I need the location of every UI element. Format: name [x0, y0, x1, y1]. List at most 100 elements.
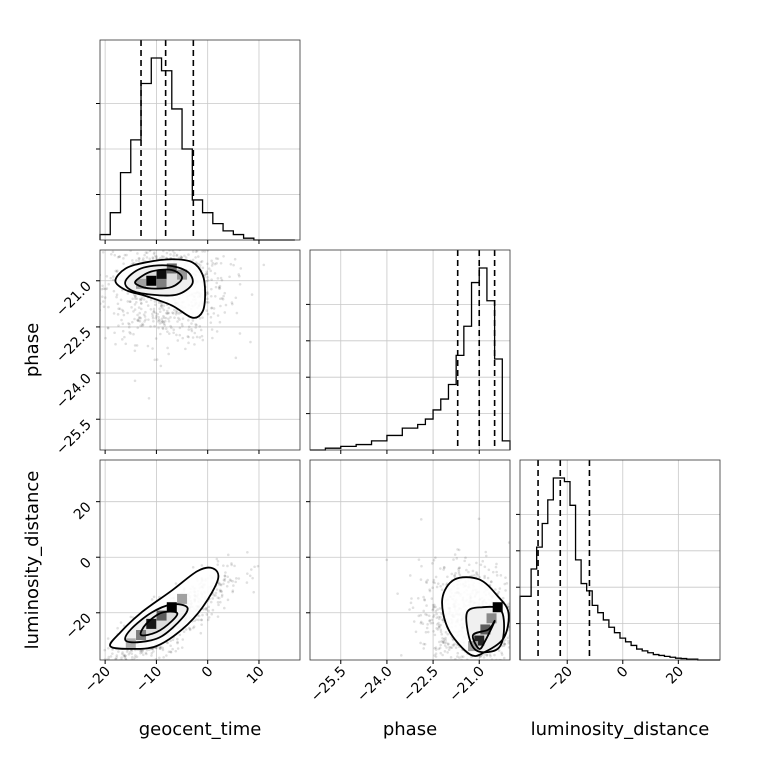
scatter-point [96, 282, 99, 285]
scatter-point [197, 618, 200, 622]
scatter-point [503, 638, 507, 642]
scatter-point [511, 637, 514, 640]
scatter-point [131, 655, 134, 659]
scatter-point [213, 262, 217, 266]
scatter-point [479, 563, 483, 567]
scatter-point [222, 578, 226, 582]
scatter-point [85, 256, 88, 259]
scatter-point [135, 297, 139, 300]
scatter-point [447, 642, 450, 646]
scatter-point [217, 285, 221, 289]
scatter-point [187, 253, 190, 256]
scatter-point [123, 655, 127, 659]
scatter-point [175, 253, 179, 257]
scatter-point [112, 662, 115, 665]
scatter-point [121, 651, 124, 654]
scatter-point [142, 298, 146, 301]
scatter-point [187, 328, 191, 331]
scatter-point [205, 309, 209, 312]
scatter-point [138, 319, 142, 323]
scatter-point [125, 253, 128, 257]
scatter-point [209, 600, 213, 604]
scatter-point [182, 630, 186, 634]
hist2d-cell-4 [156, 278, 167, 289]
hist2d-cell-0 [166, 602, 177, 613]
scatter-point [414, 630, 418, 634]
scatter-point [162, 322, 166, 325]
scatter-point [194, 323, 198, 326]
scatter-point [200, 618, 203, 622]
scatter-point [200, 334, 204, 338]
scatter-point [441, 618, 445, 622]
scatter-point [139, 651, 142, 655]
scatter-point [226, 575, 230, 579]
scatter-point [434, 556, 437, 560]
scatter-point [102, 287, 106, 290]
scatter-point [513, 627, 516, 630]
scatter-point [215, 261, 218, 265]
scatter-point [516, 598, 519, 601]
scatter-point [453, 573, 457, 577]
tick-label-y-luminosity_distance-1: 0 [77, 555, 95, 573]
scatter-point [113, 331, 116, 335]
scatter-point [122, 262, 125, 265]
scatter-point [216, 246, 219, 249]
scatter-point [158, 322, 162, 325]
scatter-point [164, 327, 168, 330]
scatter-panel-0-group [85, 242, 301, 451]
scatter-point [116, 313, 120, 316]
scatter-point [123, 689, 126, 692]
scatter-point [475, 561, 478, 565]
scatter-point [191, 565, 195, 569]
scatter-point [426, 630, 430, 634]
scatter-point [176, 320, 179, 323]
scatter-point [129, 615, 133, 619]
scatter-point [95, 256, 98, 259]
scatter-point [442, 568, 445, 571]
scatter-point [467, 570, 470, 574]
scatter-point [133, 379, 137, 383]
scatter-point [198, 325, 202, 328]
scatter-point [131, 259, 134, 262]
scatter-point [161, 648, 165, 652]
scatter-point [97, 291, 100, 294]
scatter-point [441, 636, 444, 640]
scatter-point [217, 583, 221, 586]
scatter-point [102, 305, 106, 309]
scatter-point [434, 609, 438, 613]
scatter-point [479, 655, 482, 658]
tick-label-y-luminosity_distance-0: −20 [63, 610, 95, 642]
scatter-point [149, 244, 152, 247]
scatter-point [126, 300, 130, 303]
scatter-point [233, 564, 236, 568]
scatter-point [133, 295, 137, 298]
scatter-point [204, 607, 208, 610]
scatter-point [437, 625, 441, 629]
scatter-point [233, 257, 237, 261]
scatter-point [427, 614, 431, 618]
tick-label-x-phase-2: −22.5 [400, 664, 442, 706]
scatter-point [219, 600, 222, 604]
hist2d-cell-1 [146, 618, 157, 629]
scatter-point [445, 667, 448, 670]
scatter-point [163, 319, 167, 323]
scatter-point [444, 630, 448, 634]
scatter-point [133, 349, 137, 353]
scatter-point [215, 242, 218, 245]
scatter-point [158, 647, 162, 650]
scatter-point [408, 574, 412, 577]
scatter-point [420, 564, 423, 568]
scatter-point [445, 672, 448, 675]
scatter-point [153, 254, 157, 258]
scatter-point [149, 298, 153, 302]
scatter-point [128, 300, 132, 303]
scatter-point [431, 562, 434, 565]
scatter-point [422, 642, 425, 646]
scatter-point [449, 676, 452, 679]
scatter-point [178, 633, 182, 637]
scatter-point [425, 604, 428, 607]
scatter-point [86, 656, 89, 659]
scatter-point [148, 257, 152, 261]
scatter-point [109, 655, 113, 658]
scatter-point [138, 315, 141, 319]
